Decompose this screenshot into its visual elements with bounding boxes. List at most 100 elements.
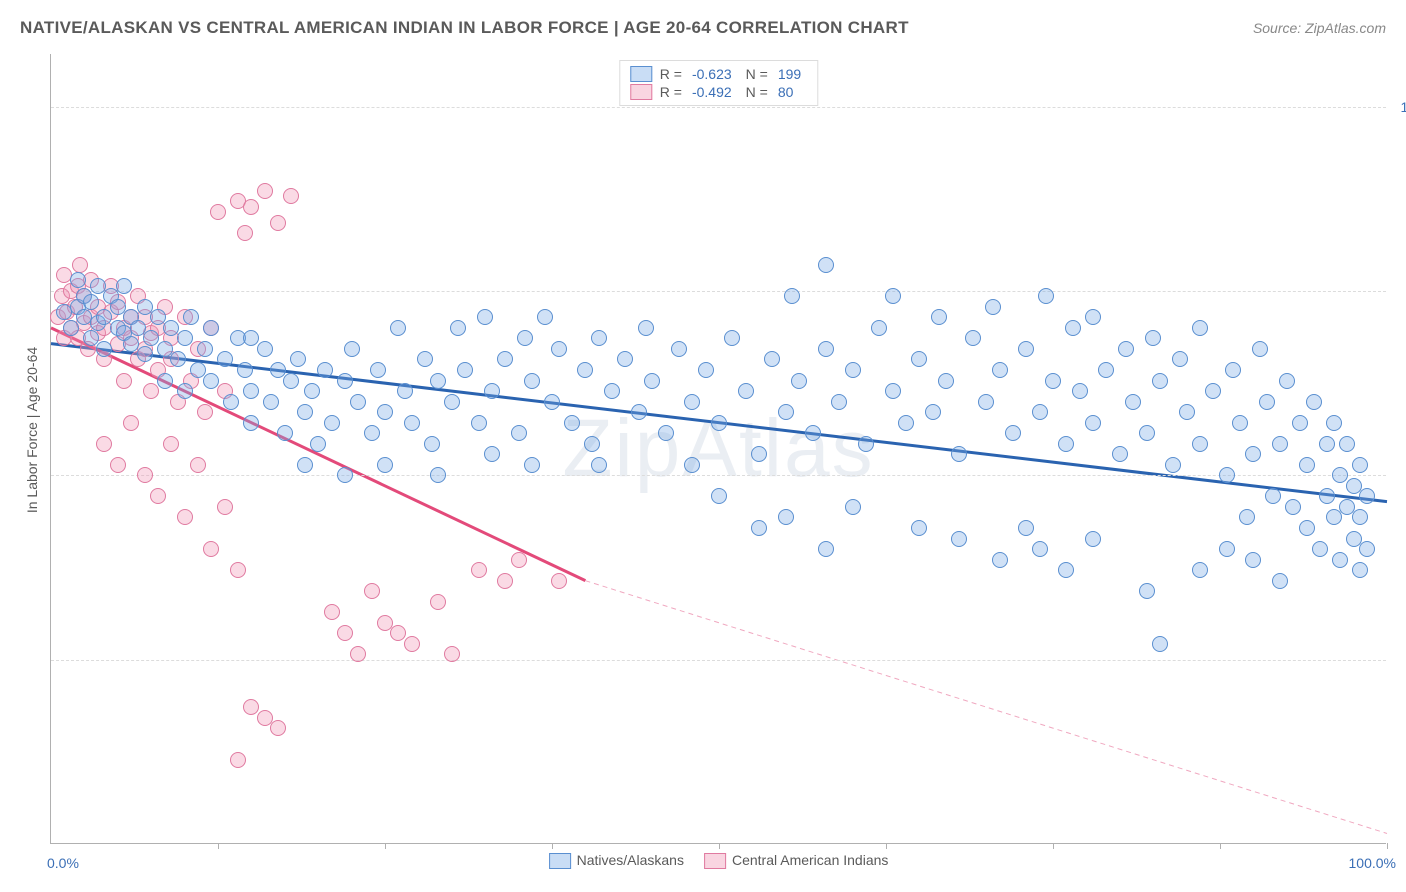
scatter-point: [671, 341, 687, 357]
scatter-point: [243, 383, 259, 399]
scatter-point: [992, 362, 1008, 378]
scatter-point: [177, 509, 193, 525]
scatter-point: [390, 320, 406, 336]
scatter-point: [283, 188, 299, 204]
r-label: R =: [660, 84, 682, 100]
scatter-point: [230, 752, 246, 768]
scatter-point: [871, 320, 887, 336]
scatter-point: [217, 351, 233, 367]
scatter-point: [684, 457, 700, 473]
scatter-point: [1245, 446, 1261, 462]
scatter-point: [1192, 436, 1208, 452]
scatter-point: [1152, 373, 1168, 389]
scatter-point: [818, 341, 834, 357]
scatter-point: [83, 294, 99, 310]
scatter-point: [424, 436, 440, 452]
scatter-point: [711, 488, 727, 504]
scatter-point: [484, 383, 500, 399]
stats-row-blue: R = -0.623 N = 199: [630, 65, 807, 83]
scatter-point: [190, 457, 206, 473]
legend-pink: Central American Indians: [704, 852, 888, 869]
scatter-point: [1239, 509, 1255, 525]
scatter-point: [277, 425, 293, 441]
scatter-point: [310, 436, 326, 452]
scatter-point: [738, 383, 754, 399]
scatter-point: [925, 404, 941, 420]
scatter-point: [885, 383, 901, 399]
gridline-h: [51, 107, 1386, 108]
scatter-point: [604, 383, 620, 399]
blue-swatch-icon: [549, 853, 571, 869]
scatter-point: [324, 604, 340, 620]
scatter-point: [1359, 541, 1375, 557]
scatter-point: [1085, 531, 1101, 547]
scatter-point: [551, 573, 567, 589]
scatter-point: [1165, 457, 1181, 473]
x-tick-mark: [218, 843, 219, 849]
scatter-point: [337, 625, 353, 641]
scatter-point: [1279, 373, 1295, 389]
scatter-point: [524, 457, 540, 473]
scatter-point: [96, 341, 112, 357]
scatter-point: [858, 436, 874, 452]
gridline-h: [51, 660, 1386, 661]
n-label: N =: [746, 84, 768, 100]
scatter-point: [110, 457, 126, 473]
scatter-point: [711, 415, 727, 431]
scatter-point: [951, 446, 967, 462]
scatter-point: [1299, 520, 1315, 536]
scatter-point: [471, 562, 487, 578]
scatter-point: [237, 362, 253, 378]
scatter-point: [177, 383, 193, 399]
scatter-point: [1205, 383, 1221, 399]
scatter-point: [1005, 425, 1021, 441]
scatter-point: [1118, 341, 1134, 357]
scatter-point: [96, 436, 112, 452]
scatter-point: [444, 646, 460, 662]
x-tick-mark: [886, 843, 887, 849]
scatter-point: [584, 436, 600, 452]
scatter-point: [70, 272, 86, 288]
x-min-label: 0.0%: [47, 855, 79, 871]
scatter-point: [1319, 488, 1335, 504]
scatter-point: [397, 383, 413, 399]
scatter-point: [818, 541, 834, 557]
scatter-point: [1112, 446, 1128, 462]
scatter-point: [243, 199, 259, 215]
scatter-point: [243, 415, 259, 431]
scatter-point: [1272, 573, 1288, 589]
scatter-point: [1272, 436, 1288, 452]
y-tick-label: 82.5%: [1393, 283, 1406, 299]
scatter-point: [1359, 488, 1375, 504]
scatter-point: [430, 594, 446, 610]
scatter-point: [1085, 415, 1101, 431]
scatter-point: [791, 373, 807, 389]
scatter-point: [537, 309, 553, 325]
scatter-point: [805, 425, 821, 441]
scatter-point: [1259, 394, 1275, 410]
scatter-point: [524, 373, 540, 389]
scatter-point: [684, 394, 700, 410]
scatter-point: [931, 309, 947, 325]
scatter-point: [197, 404, 213, 420]
scatter-point: [1018, 341, 1034, 357]
scatter-point: [217, 499, 233, 515]
gridline-h: [51, 291, 1386, 292]
scatter-point: [551, 341, 567, 357]
n-label: N =: [746, 66, 768, 82]
scatter-point: [270, 215, 286, 231]
scatter-point: [444, 394, 460, 410]
scatter-point: [1192, 320, 1208, 336]
pink-r-value: -0.492: [692, 84, 732, 100]
scatter-point: [297, 404, 313, 420]
scatter-point: [1265, 488, 1281, 504]
scatter-point: [911, 520, 927, 536]
scatter-point: [617, 351, 633, 367]
scatter-point: [1219, 467, 1235, 483]
scatter-point: [1292, 415, 1308, 431]
r-label: R =: [660, 66, 682, 82]
scatter-point: [784, 288, 800, 304]
scatter-point: [898, 415, 914, 431]
scatter-point: [591, 330, 607, 346]
scatter-point: [978, 394, 994, 410]
